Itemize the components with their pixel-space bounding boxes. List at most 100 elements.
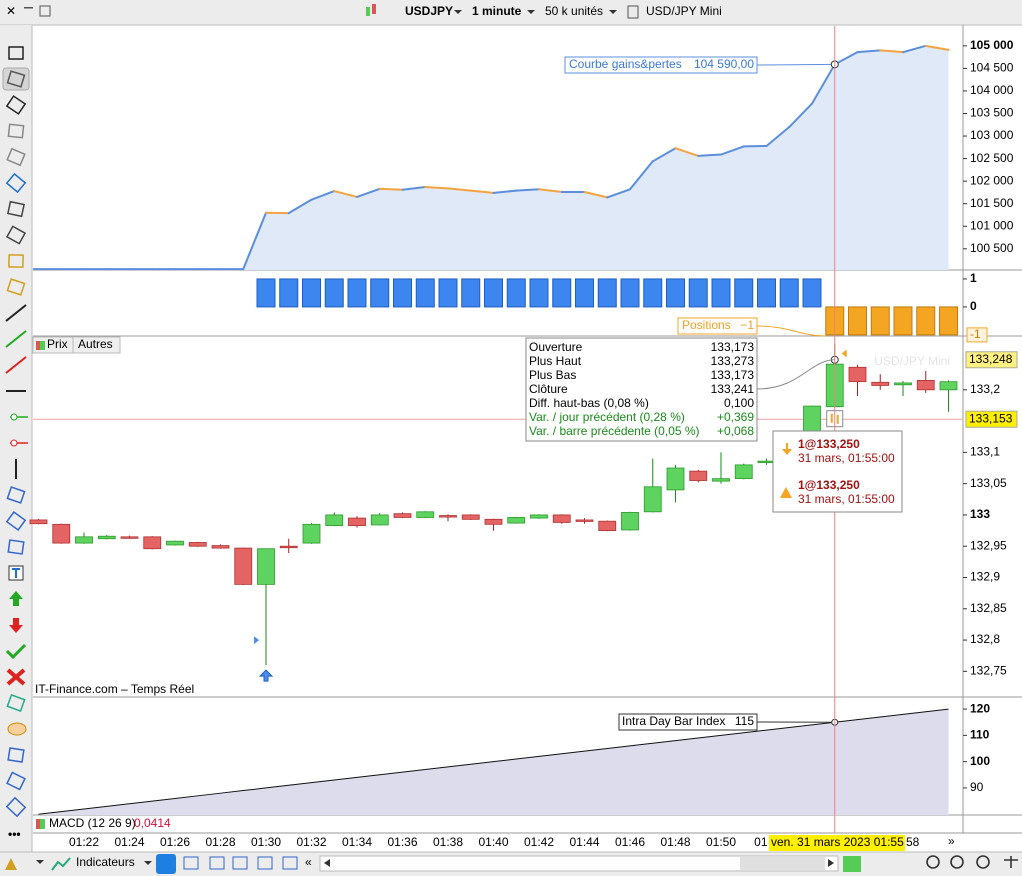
icon[interactable] bbox=[232, 856, 248, 870]
interval-select[interactable]: 1 minute bbox=[472, 4, 522, 18]
zoom-in[interactable] bbox=[976, 855, 990, 869]
tool-button[interactable] bbox=[5, 225, 27, 245]
icon[interactable] bbox=[209, 856, 225, 870]
x-tick-label: 01:40 bbox=[478, 835, 508, 849]
tooltip-key: Clôture bbox=[529, 382, 568, 396]
tooltip-value: 133,173 bbox=[711, 368, 755, 382]
tool-button[interactable] bbox=[6, 486, 26, 504]
close-button[interactable]: ✕ bbox=[6, 4, 16, 18]
more-tools[interactable]: ••• bbox=[8, 827, 21, 841]
tool-button[interactable] bbox=[5, 356, 27, 374]
tool-button[interactable] bbox=[7, 200, 25, 218]
share-button[interactable] bbox=[156, 854, 176, 874]
tooltip-value: +0,068 bbox=[717, 424, 754, 438]
scroll-thumb[interactable] bbox=[740, 857, 825, 870]
scroll-end[interactable]: » bbox=[948, 834, 955, 848]
panel-tab-label: Autres bbox=[78, 337, 113, 351]
panel-tab[interactable] bbox=[72, 336, 121, 354]
tool-button[interactable] bbox=[7, 747, 25, 763]
info-icon[interactable] bbox=[627, 5, 639, 19]
position-bar bbox=[438, 278, 458, 308]
tool-button[interactable] bbox=[7, 539, 25, 555]
position-bar bbox=[461, 278, 481, 308]
goto-end[interactable] bbox=[843, 856, 861, 872]
dropdown-arrow[interactable] bbox=[36, 860, 44, 864]
tool-glyph bbox=[6, 694, 26, 712]
entry-marker bbox=[254, 636, 259, 645]
tool-button[interactable] bbox=[2, 67, 30, 91]
x-tick-label: 01:48 bbox=[660, 835, 690, 849]
equity-segment bbox=[924, 44, 950, 51]
orders-box bbox=[772, 430, 903, 513]
tool-button[interactable] bbox=[8, 46, 24, 60]
tool-button[interactable] bbox=[10, 439, 28, 447]
tool-button[interactable] bbox=[6, 278, 26, 296]
candle-body bbox=[279, 545, 298, 549]
tool-button[interactable] bbox=[5, 95, 27, 115]
tool-button[interactable] bbox=[5, 796, 27, 818]
tool-button[interactable] bbox=[7, 722, 27, 736]
alert-icon[interactable] bbox=[5, 858, 17, 870]
size-select[interactable]: 50 k unités bbox=[545, 4, 603, 18]
tool-button[interactable] bbox=[8, 565, 24, 581]
tool-button[interactable] bbox=[5, 330, 27, 348]
icon[interactable] bbox=[282, 856, 298, 870]
tool-glyph bbox=[6, 668, 26, 686]
candle-body bbox=[52, 523, 71, 544]
tool-button[interactable] bbox=[8, 254, 24, 268]
y-tick-label: 132,9 bbox=[970, 570, 1000, 584]
tool-button[interactable] bbox=[9, 591, 23, 606]
scroll-right[interactable] bbox=[828, 859, 834, 867]
minimize-button[interactable] bbox=[24, 7, 33, 9]
position-bar bbox=[529, 278, 549, 308]
y-tick-label: 90 bbox=[970, 780, 984, 794]
symbol-select[interactable]: USDJPY bbox=[405, 4, 453, 18]
candle-body bbox=[734, 464, 753, 480]
equity-segment bbox=[356, 187, 381, 198]
tool-glyph bbox=[6, 278, 26, 296]
candle-body bbox=[507, 517, 526, 524]
tool-button[interactable] bbox=[5, 304, 27, 322]
crosshair-tool[interactable] bbox=[1004, 856, 1018, 868]
scrollbar[interactable] bbox=[319, 855, 839, 872]
x-tick-label: 01:36 bbox=[387, 835, 417, 849]
dropdown-arrow[interactable] bbox=[144, 861, 152, 865]
tool-button[interactable] bbox=[9, 618, 23, 633]
zoom-out[interactable] bbox=[950, 855, 964, 869]
y-tick-label: 133,1 bbox=[970, 445, 1000, 459]
y-tick-label: 101 000 bbox=[970, 218, 1014, 232]
tool-button[interactable] bbox=[5, 643, 27, 660]
tool-button[interactable] bbox=[6, 147, 26, 167]
tool-glyph bbox=[10, 413, 18, 421]
position-bar bbox=[552, 278, 572, 308]
macd-icon bbox=[40, 819, 45, 829]
tool-button[interactable] bbox=[6, 771, 26, 791]
position-bar bbox=[484, 278, 503, 308]
tool-button[interactable] bbox=[5, 510, 27, 532]
macd-label: MACD (12 26 9) bbox=[49, 816, 136, 830]
position-bar bbox=[347, 278, 367, 308]
position-bar bbox=[779, 278, 799, 308]
candle-body bbox=[166, 540, 184, 546]
maximize-button[interactable] bbox=[39, 5, 51, 17]
tool-button[interactable] bbox=[7, 123, 25, 139]
indicators-button[interactable]: Indicateurs bbox=[76, 855, 135, 869]
icon[interactable] bbox=[257, 856, 273, 870]
tool-button[interactable] bbox=[6, 668, 26, 686]
scroll-left[interactable]: « bbox=[305, 855, 312, 869]
tool-button[interactable] bbox=[10, 413, 28, 421]
zoom-fit[interactable] bbox=[926, 855, 940, 869]
y-tick-label: 100 bbox=[970, 754, 990, 768]
tool-button[interactable] bbox=[6, 694, 26, 712]
tool-glyph bbox=[7, 747, 25, 763]
scroll-left[interactable] bbox=[324, 859, 330, 867]
tool-glyph bbox=[5, 304, 27, 322]
icon[interactable] bbox=[183, 856, 199, 870]
crosshair-date-box bbox=[769, 835, 905, 851]
position-bar bbox=[393, 278, 412, 308]
ohlc-tooltip: Ouverture 133,173 Plus Haut 133,273 Plus Bas… bbox=[525, 337, 835, 442]
data-source: IT-Finance.com – Temps Réel bbox=[35, 682, 194, 696]
position-bar bbox=[939, 306, 958, 336]
tool-button[interactable] bbox=[5, 172, 27, 194]
candle-body bbox=[689, 470, 708, 481]
